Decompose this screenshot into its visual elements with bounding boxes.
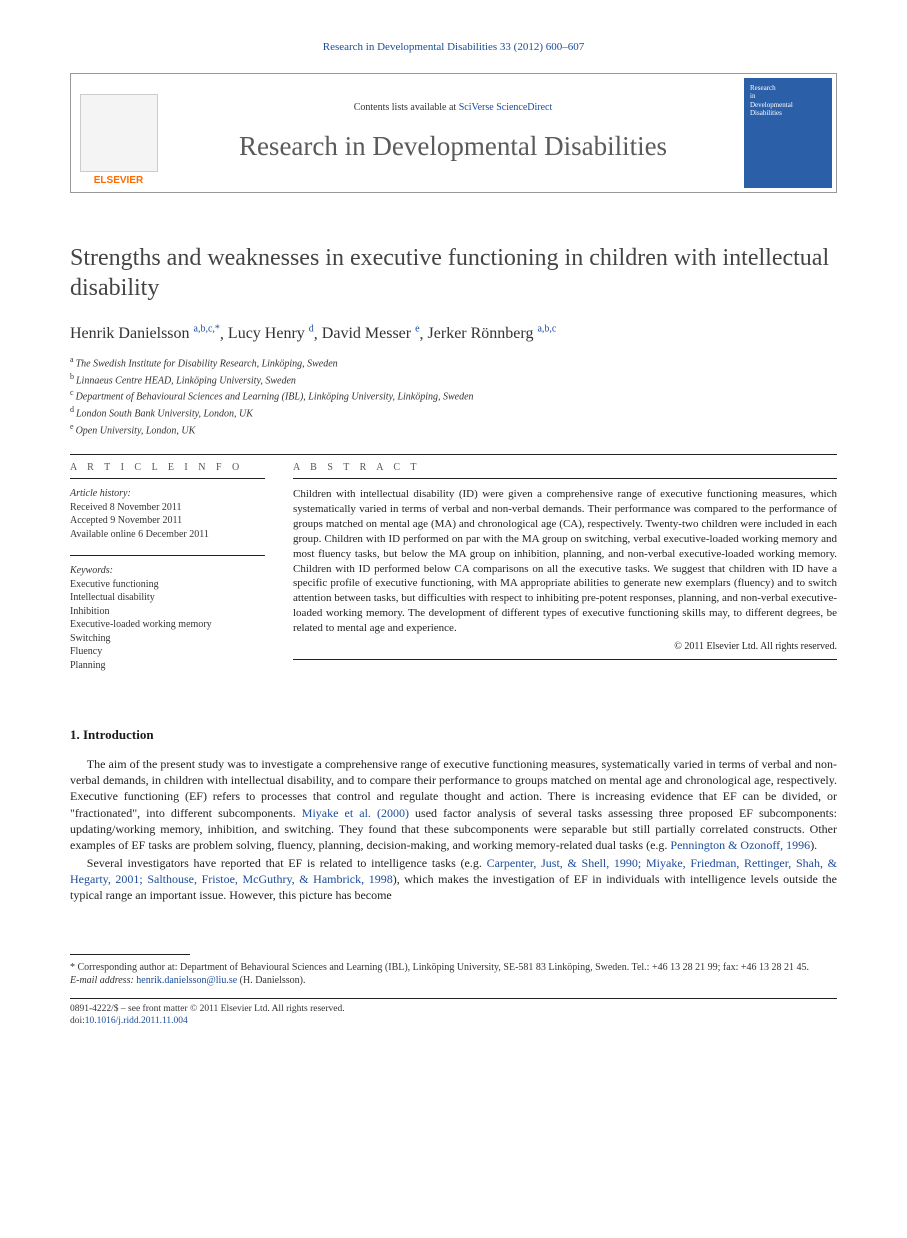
author-marks: a,b,c,* (194, 324, 220, 335)
author: Henrik Danielsson a,b,c,* (70, 325, 220, 342)
footnote-corr-text: Corresponding author at: Department of B… (75, 962, 809, 973)
affiliation-mark: c (70, 388, 76, 397)
front-matter-line: 0891-4222/$ – see front matter © 2011 El… (70, 1003, 837, 1016)
contents-available-line: Contents lists available at SciVerse Sci… (354, 101, 553, 115)
doi-link[interactable]: 10.1016/j.ridd.2011.11.004 (85, 1016, 188, 1026)
author-mark-link[interactable]: d (309, 324, 314, 335)
history-received: Received 8 November 2011 (70, 501, 265, 515)
history-label: Article history: (70, 487, 265, 501)
history-accepted: Accepted 9 November 2011 (70, 514, 265, 528)
keyword-item: Executive functioning (70, 578, 265, 592)
author-mark-link[interactable]: a,b,c,* (194, 324, 220, 335)
cover-line: Developmental (750, 101, 826, 109)
author-mark-link[interactable]: a,b,c (537, 324, 556, 335)
author: Lucy Henry d (228, 325, 314, 342)
article-title: Strengths and weaknesses in executive fu… (70, 243, 837, 303)
affiliation-line: e Open University, London, UK (70, 422, 837, 438)
email-tail: (H. Danielsson). (237, 975, 305, 986)
publisher-logo: ELSEVIER (71, 74, 166, 192)
email-label: E-mail address: (70, 975, 136, 986)
author-marks: d (309, 324, 314, 335)
info-abstract-wrap: A R T I C L E I N F O Article history: R… (70, 461, 837, 687)
doi-label: doi: (70, 1016, 85, 1026)
affiliation-mark: e (70, 422, 76, 431)
abstract-col: A B S T R A C T Children with intellectu… (293, 461, 837, 687)
rule (293, 478, 837, 479)
rule (293, 659, 837, 660)
author-mark-link[interactable]: e (415, 324, 419, 335)
article-info-head: A R T I C L E I N F O (70, 461, 265, 475)
rule (70, 478, 265, 479)
article-info-col: A R T I C L E I N F O Article history: R… (70, 461, 265, 687)
article-history: Article history: Received 8 November 201… (70, 487, 265, 541)
journal-header: ELSEVIER Contents lists available at Sci… (70, 73, 837, 193)
email-line: E-mail address: henrik.danielsson@liu.se… (70, 974, 837, 988)
publisher-name: ELSEVIER (94, 174, 143, 188)
footnotes: * Corresponding author at: Department of… (70, 961, 837, 988)
para-text: ). (810, 838, 817, 852)
corresponding-author-note: * Corresponding author at: Department of… (70, 961, 837, 975)
keyword-item: Fluency (70, 645, 265, 659)
abstract-body: Children with intellectual disability (I… (293, 487, 837, 635)
abstract-head: A B S T R A C T (293, 461, 837, 475)
contents-prefix: Contents lists available at (354, 102, 459, 113)
author: David Messer e (322, 325, 420, 342)
citation-link[interactable]: Miyake et al. (2000) (302, 806, 409, 820)
citation-link[interactable]: Pennington & Ozonoff, 1996 (670, 838, 810, 852)
authors-line: Henrik Danielsson a,b,c,*, Lucy Henry d,… (70, 323, 837, 345)
abstract-copyright: © 2011 Elsevier Ltd. All rights reserved… (293, 640, 837, 654)
rule (70, 998, 837, 999)
keyword-item: Inhibition (70, 605, 265, 619)
affiliation-line: a The Swedish Institute for Disability R… (70, 355, 837, 371)
keywords-label: Keywords: (70, 564, 265, 578)
affiliation-line: d London South Bank University, London, … (70, 405, 837, 421)
history-online: Available online 6 December 2011 (70, 528, 265, 542)
affiliation-line: c Department of Behavioural Sciences and… (70, 388, 837, 404)
keyword-item: Switching (70, 632, 265, 646)
email-link[interactable]: henrik.danielsson@liu.se (136, 975, 237, 986)
cover-line: Research (750, 84, 826, 92)
author-marks: a,b,c (537, 324, 556, 335)
keywords-block: Keywords: Executive functioningIntellect… (70, 564, 265, 672)
keyword-item: Executive-loaded working memory (70, 618, 265, 632)
footnote-rule (70, 954, 190, 955)
keyword-item: Planning (70, 659, 265, 673)
journal-name: Research in Developmental Disabilities (239, 128, 667, 164)
intro-para-2: Several investigators have reported that… (70, 855, 837, 904)
cover-line: Disabilities (750, 109, 826, 117)
elsevier-tree-icon (80, 94, 158, 172)
section-heading-intro: 1. Introduction (70, 726, 837, 744)
author: Jerker Rönnberg a,b,c (428, 325, 557, 342)
journal-cover-thumb: Research in Developmental Disabilities (744, 78, 832, 188)
journal-mid: Contents lists available at SciVerse Sci… (166, 74, 740, 192)
front-matter: 0891-4222/$ – see front matter © 2011 El… (70, 1003, 837, 1029)
affiliation-mark: d (70, 405, 76, 414)
scidirect-link[interactable]: SciVerse ScienceDirect (459, 102, 553, 113)
keyword-item: Intellectual disability (70, 591, 265, 605)
rule (70, 454, 837, 455)
para-text: Several investigators have reported that… (87, 856, 487, 870)
affiliation-line: b Linnaeus Centre HEAD, Linköping Univer… (70, 372, 837, 388)
affiliation-mark: b (70, 372, 76, 381)
running-head: Research in Developmental Disabilities 3… (70, 40, 837, 55)
cover-line: in (750, 92, 826, 100)
intro-para-1: The aim of the present study was to inve… (70, 756, 837, 853)
affiliations: a The Swedish Institute for Disability R… (70, 355, 837, 438)
affiliation-mark: a (70, 355, 76, 364)
author-marks: e (415, 324, 419, 335)
doi-line: doi:10.1016/j.ridd.2011.11.004 (70, 1015, 837, 1028)
rule (70, 555, 265, 556)
